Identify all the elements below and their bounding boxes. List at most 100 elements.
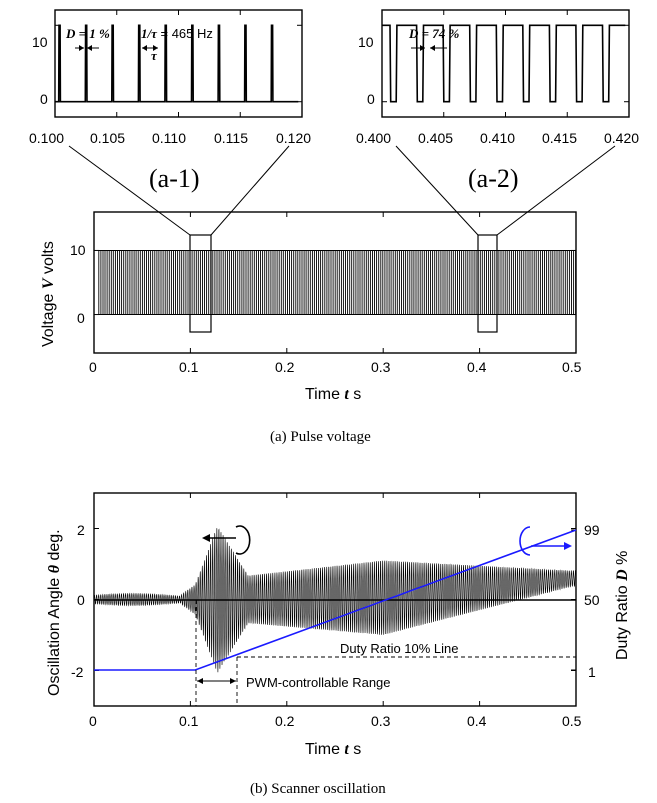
pulse-train-a2 [382,24,626,103]
range-arrow [197,678,236,684]
duty2-arrow-right-head [430,45,435,51]
panel-a-caption: (a) Pulse voltage [270,429,371,445]
panel-a1-freq-symbol: 1/τ [141,26,158,41]
panel-a1-freq-value: = 465 Hz [157,26,213,41]
panel-a-ylabel-symbol: V [40,277,57,289]
panel-a1-waveform [55,24,299,103]
panel-b-ylabel-left-unit: deg. [46,529,63,565]
panel-a-xlabel: Time t s [305,386,361,403]
period-arrow-left-head [142,45,147,51]
panel-a1-duty-label: D = 1 % [65,26,110,41]
zoom-window-2 [477,234,498,333]
panel-a-xlabel-unit: s [349,386,361,403]
panel-a2-xtick-2: 0.410 [480,130,515,146]
panel-b-ytick-2: 2 [77,522,85,538]
oscillation-trace [93,528,577,673]
panel-a1-freq-label: 1/τ = 465 Hz [141,26,213,41]
right-axis-arrow-head-icon [564,542,572,550]
panel-a2-waveform [382,24,626,103]
left-axis-rotation-icon [235,525,251,555]
panel-b-ylabel-right-prefix: Duty Ratio [614,581,631,660]
connector-a2-right [496,145,616,236]
panel-b-xlabel-symbol: t [344,741,349,758]
panel-a-ytick-0: 0 [77,310,85,326]
panel-b-ytick-neg2: -2 [71,664,84,680]
period-arrow-right-head [153,45,158,51]
panel-a-xlabel-prefix: Time [305,386,344,403]
panel-a1-xtick-2: 0.110 [152,130,186,146]
panel-b-ytick-right-1: 1 [588,664,596,680]
panel-b-ylabel-right: Duty Ratio D % [614,551,631,660]
duty-ratio-series [94,529,577,671]
panel-b-xlabel-prefix: Time [305,741,344,758]
panel-b-xtick-2: 0.2 [275,713,295,729]
panel-a-xlabel-symbol: t [344,386,349,403]
panel-b-xlabel-unit: s [349,741,361,758]
panel-a-ticks [93,212,577,353]
panel-a1-period-label: τ [151,48,158,63]
panel-b-xtick-3: 0.3 [371,713,391,729]
zoom-connectors [68,145,616,236]
panel-a: 10 0 0 0.1 0.2 0.3 0.4 0.5 Time t s Volt… [40,211,582,445]
panel-a-ylabel: Voltage V volts [40,241,57,347]
panel-b-xlabel: Time t s [305,741,361,758]
duty-arrow-right-head [87,45,92,51]
pulse-train-main [98,250,577,315]
panel-a-ytick-10: 10 [70,242,86,258]
panel-a2-ticks [381,10,630,117]
panel-a1-ytick-0: 0 [40,91,48,107]
panel-a2-ytick-0: 0 [367,91,375,107]
panel-a2-xtick-3: 0.415 [542,130,577,146]
range-arrow-right-head [230,678,236,684]
panel-b-xtick-1: 0.1 [179,713,199,729]
panel-a1-ytick-10: 10 [32,34,48,50]
panel-b-ylabel-left-symbol: θ [46,564,63,573]
panel-a-xtick-4: 0.4 [467,359,487,375]
panel-a-xtick-3: 0.3 [371,359,391,375]
panel-a1-arrows [75,45,158,51]
panel-b-ytick-right-50: 50 [584,592,600,608]
panel-a2-arrows [411,45,447,51]
panel-a-ylabel-prefix: Voltage [40,289,57,347]
panel-b-xtick-0: 0 [89,713,97,729]
zoom-window-1 [189,234,212,333]
panel-a-xtick-1: 0.1 [179,359,199,375]
panel-a1-xtick-0: 0.100 [29,130,64,146]
panel-b-ylabel-right-symbol: D [614,569,631,582]
panel-a1: 10 0 0.100 0.105 0.110 0.115 0.120 D = 1… [29,9,311,146]
panel-b-xtick-5: 0.5 [562,713,582,729]
panel-b: Duty Ratio 10% Line PWM-controllable Ran… [46,492,631,797]
pulse-train-a1 [55,24,299,103]
connector-a2-left [395,145,479,236]
panel-a1-xtick-1: 0.105 [90,130,125,146]
duty-10-label: Duty Ratio 10% Line [340,641,459,656]
panel-a-xtick-2: 0.2 [275,359,295,375]
range-arrow-left-head [197,678,203,684]
panel-a2-ytick-10: 10 [358,34,374,50]
panel-b-caption: (b) Scanner oscillation [250,781,386,797]
range-label: PWM-controllable Range [246,675,391,690]
panel-a-waveform [98,249,577,316]
panel-a-xtick-0: 0 [89,359,97,375]
panel-b-ytick-0: 0 [77,592,85,608]
panel-a2-xtick-0: 0.400 [356,130,391,146]
panel-a2-label: (a-2) [468,164,519,193]
panel-a2: 10 0 0.400 0.405 0.410 0.415 0.420 D = 7… [356,9,639,146]
connector-a1-left [68,145,191,236]
panel-a-xtick-5: 0.5 [562,359,582,375]
panel-a2-xtick-1: 0.405 [418,130,453,146]
panel-b-ylabel-left: Oscillation Angle θ deg. [46,529,63,696]
panel-a1-ticks [54,10,303,117]
panel-b-ylabel-left-prefix: Oscillation Angle [46,573,63,696]
panel-a2-duty-label: D = 74 % [408,26,460,41]
panel-a1-label: (a-1) [149,164,200,193]
panel-a1-xtick-3: 0.115 [214,130,248,146]
panel-a-ylabel-unit: volts [40,241,57,278]
panel-a2-xtick-4: 0.420 [604,130,639,146]
panel-b-ylabel-right-unit: % [614,551,631,570]
panel-a1-xtick-4: 0.120 [276,130,311,146]
right-axis-rotation-icon [519,526,531,556]
panel-b-xtick-4: 0.4 [467,713,487,729]
connector-a1-right [210,145,290,236]
